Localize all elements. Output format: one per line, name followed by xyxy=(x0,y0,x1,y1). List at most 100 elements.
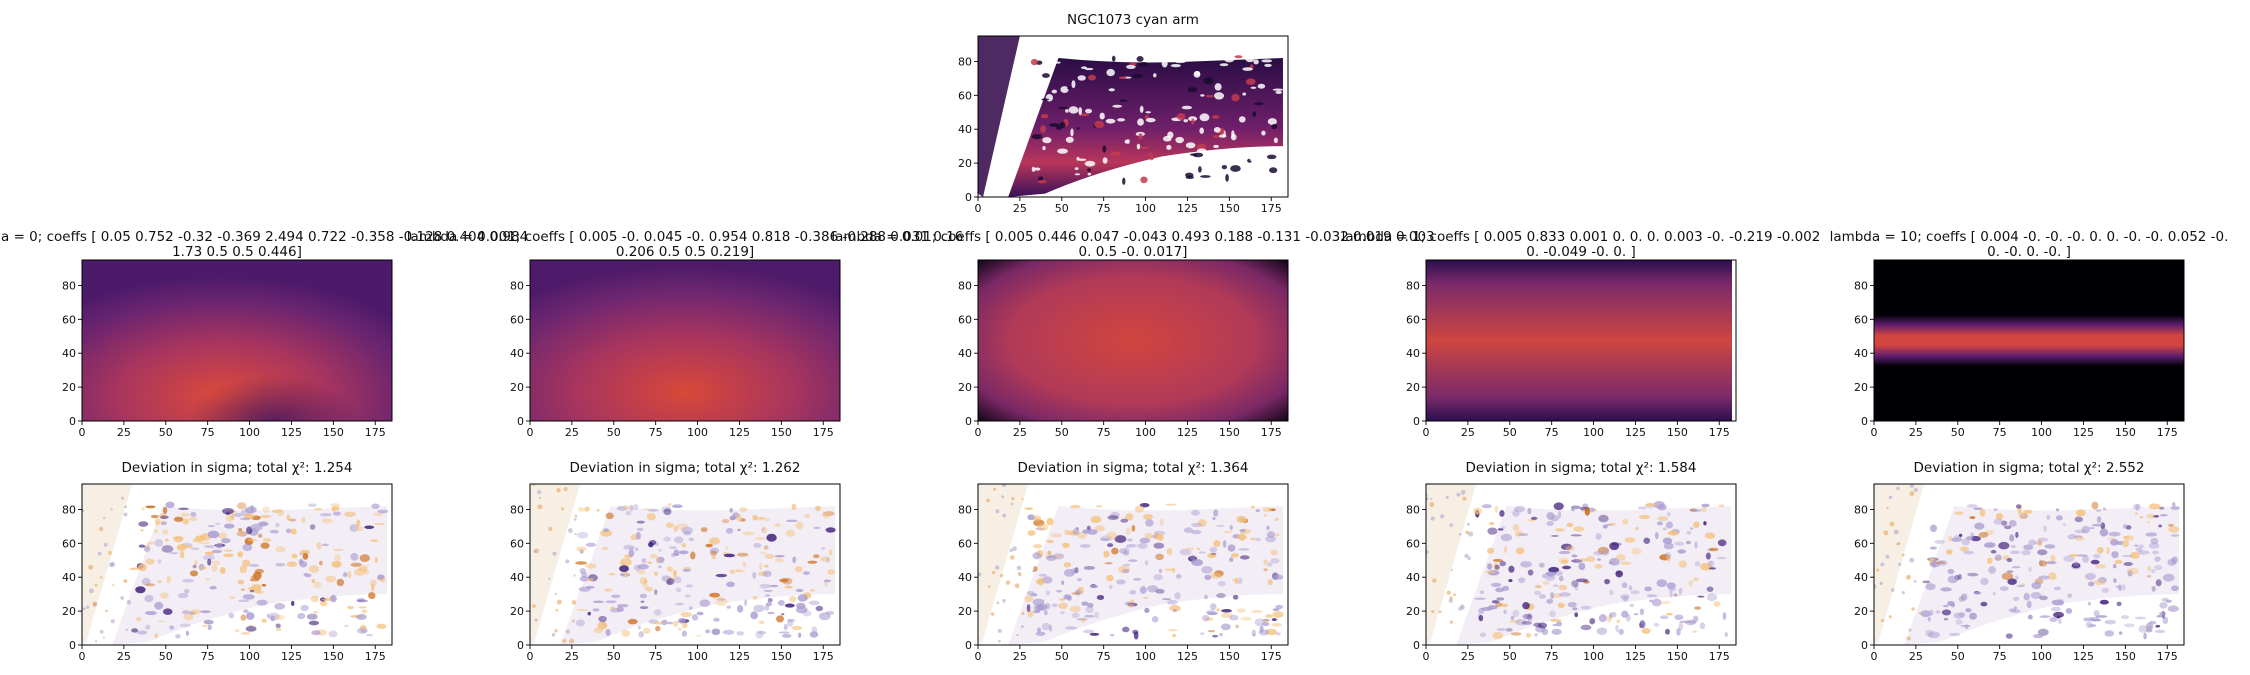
y-tick-label: 60 xyxy=(510,537,524,550)
y-tick-label: 80 xyxy=(510,279,524,292)
x-tick-label: 100 xyxy=(1135,650,1156,663)
x-tick-label: 150 xyxy=(1219,650,1240,663)
y-tick-label: 0 xyxy=(965,639,972,652)
y-tick-label: 80 xyxy=(958,279,972,292)
y-tick-label: 0 xyxy=(1861,639,1868,652)
y-tick-label: 20 xyxy=(1406,605,1420,618)
x-tick-label: 0 xyxy=(79,650,86,663)
x-tick-label: 0 xyxy=(79,426,86,439)
x-tick-label: 75 xyxy=(1993,426,2007,439)
y-tick-label: 0 xyxy=(517,415,524,428)
x-tick-label: 175 xyxy=(1261,426,1282,439)
x-tick-label: 75 xyxy=(201,426,215,439)
heatmap-image xyxy=(530,484,840,645)
plot-frame xyxy=(1873,259,2185,422)
x-tick-label: 100 xyxy=(1135,202,1156,215)
x-tick-label: 25 xyxy=(1909,426,1923,439)
x-tick-label: 0 xyxy=(1871,650,1878,663)
x-tick-label: 125 xyxy=(1177,650,1198,663)
panel-residual-10: 0 25 50 75 100 125 150 175 0 20 40 60 80 Deviation in… xyxy=(1854,460,2185,663)
y-tick-label: 40 xyxy=(1406,571,1420,584)
y-tick-label: 20 xyxy=(1854,381,1868,394)
x-tick-label: 0 xyxy=(975,202,982,215)
x-tick-label: 25 xyxy=(117,426,131,439)
y-tick-label: 0 xyxy=(69,415,76,428)
y-tick-label: 20 xyxy=(510,605,524,618)
x-tick-label: 75 xyxy=(649,650,663,663)
y-tick-label: 20 xyxy=(958,605,972,618)
x-tick-label: 125 xyxy=(281,426,302,439)
panel-title: Deviation in sigma; total χ²: 1.364 xyxy=(1018,460,1249,476)
x-tick-label: 100 xyxy=(687,650,708,663)
heatmap-image xyxy=(82,260,392,421)
y-tick-label: 40 xyxy=(958,123,972,136)
plot-frame xyxy=(529,259,841,422)
x-tick-label: 150 xyxy=(1667,426,1688,439)
y-tick-label: 60 xyxy=(62,313,76,326)
x-tick-label: 100 xyxy=(239,650,260,663)
plot-frame xyxy=(81,483,393,646)
y-tick-label: 20 xyxy=(510,381,524,394)
x-tick-label: 50 xyxy=(159,650,173,663)
x-tick-label: 0 xyxy=(975,426,982,439)
x-tick-label: 175 xyxy=(1709,426,1730,439)
heatmap-image xyxy=(82,484,392,645)
x-tick-label: 50 xyxy=(1055,426,1069,439)
plot-frame xyxy=(1425,483,1737,646)
heatmap-image xyxy=(978,36,1288,197)
panel-title-line-2: 0. -0. 0. -0. ] xyxy=(1987,244,2071,260)
y-tick-label: 60 xyxy=(958,313,972,326)
panel-title-line-2: 0. -0.049 -0. 0. ] xyxy=(1526,244,1635,260)
x-tick-label: 175 xyxy=(1709,650,1730,663)
x-tick-label: 175 xyxy=(2157,650,2178,663)
panel-model-1: 0 25 50 75 100 125 150 175 0 20 40 60 80 a = 0; coeff… xyxy=(1,229,528,439)
panel-title: NGC1073 cyan arm xyxy=(1067,12,1199,28)
y-tick-label: 40 xyxy=(62,347,76,360)
panel-title-line-1: lambda = 0.01; coeffs [ 0.005 0.446 0.04… xyxy=(831,229,1434,245)
x-tick-label: 25 xyxy=(1909,650,1923,663)
x-tick-label: 75 xyxy=(1097,650,1111,663)
heatmap-image xyxy=(1426,484,1736,645)
panel-residual-8: 0 25 50 75 100 125 150 175 0 20 40 60 80 Deviation in… xyxy=(958,460,1289,663)
x-tick-label: 50 xyxy=(1951,650,1965,663)
x-tick-label: 150 xyxy=(323,426,344,439)
x-tick-label: 125 xyxy=(281,650,302,663)
y-tick-label: 80 xyxy=(958,503,972,516)
x-tick-label: 150 xyxy=(1667,650,1688,663)
x-tick-label: 175 xyxy=(365,426,386,439)
x-tick-label: 25 xyxy=(1461,426,1475,439)
heatmap-image xyxy=(530,260,840,421)
y-tick-label: 20 xyxy=(1406,381,1420,394)
y-tick-label: 0 xyxy=(1861,415,1868,428)
x-tick-label: 125 xyxy=(1625,426,1646,439)
panel-title-line-1: lambda = 1; coeffs [ 0.005 0.833 0.001 0… xyxy=(1342,229,1821,245)
y-tick-label: 0 xyxy=(965,415,972,428)
x-tick-label: 25 xyxy=(565,426,579,439)
x-tick-label: 50 xyxy=(1503,650,1517,663)
panel-title-line-1: lambda = 10; coeffs [ 0.004 -0. -0. -0. … xyxy=(1830,229,2229,245)
plot-frame xyxy=(977,35,1289,198)
y-tick-label: 60 xyxy=(958,89,972,102)
x-tick-label: 0 xyxy=(1423,650,1430,663)
y-tick-label: 40 xyxy=(1854,571,1868,584)
x-tick-label: 150 xyxy=(771,426,792,439)
panel-observed-0: 0 25 50 75 100 125 150 175 0 20 40 60 80 NGC1073 cyan… xyxy=(958,12,1289,215)
x-tick-label: 50 xyxy=(159,426,173,439)
x-tick-label: 125 xyxy=(729,426,750,439)
x-tick-label: 100 xyxy=(2031,426,2052,439)
x-tick-label: 0 xyxy=(527,650,534,663)
y-tick-label: 60 xyxy=(1854,313,1868,326)
y-tick-label: 60 xyxy=(958,537,972,550)
plot-frame xyxy=(977,259,1289,422)
heatmap-image xyxy=(1426,260,1736,421)
y-tick-label: 40 xyxy=(1854,347,1868,360)
x-tick-label: 150 xyxy=(323,650,344,663)
y-tick-label: 20 xyxy=(1854,605,1868,618)
plot-frame xyxy=(977,483,1289,646)
x-tick-label: 100 xyxy=(687,426,708,439)
x-tick-label: 175 xyxy=(2157,426,2178,439)
y-tick-label: 40 xyxy=(510,571,524,584)
y-tick-label: 40 xyxy=(1406,347,1420,360)
y-tick-label: 20 xyxy=(62,381,76,394)
